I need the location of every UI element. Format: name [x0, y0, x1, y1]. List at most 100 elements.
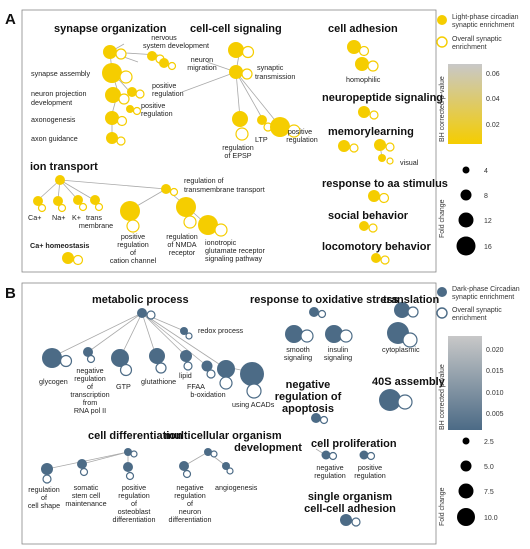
- panel-a-headers: synapse organization cell-cell signaling…: [30, 23, 448, 253]
- legend-a-size-swatch: [460, 189, 472, 201]
- node-learning: [374, 139, 386, 151]
- header-social-behavior: social behavior: [328, 210, 409, 222]
- legend-b-size-tick: 5.0: [484, 464, 494, 471]
- header-translation: translation: [383, 294, 440, 306]
- node-glycogen: [42, 348, 62, 368]
- legend-b-colorbar-tick: 0.010: [486, 390, 504, 397]
- node-insulin-signaling: [325, 325, 343, 343]
- node-40s-assembly: [379, 389, 401, 411]
- node-axonogenesis: [105, 111, 119, 125]
- node-metabolic-process: [137, 308, 147, 318]
- node-regulation-cell-shape: [41, 463, 53, 475]
- panel-a-letter: A: [5, 11, 16, 28]
- legend-b-colorbar-tick: 0.015: [486, 368, 504, 375]
- node-translation: [394, 302, 410, 318]
- node-smooth-signaling: [285, 325, 303, 343]
- legend-b-size-swatch: [462, 437, 470, 445]
- legend-b-colorbar-tick: 0.020: [486, 347, 504, 354]
- label-neuron-migration: neuron migration: [187, 55, 217, 72]
- node-k: [73, 195, 83, 205]
- label-cytoplasmic: cytoplasmic: [382, 345, 420, 354]
- node-redox-process: [180, 327, 188, 335]
- label-ca-homeostasis: Ca+ homeostasis: [30, 241, 89, 250]
- header-multicellular-development: multicellular organism development: [164, 430, 302, 454]
- panel-a-labels: nervous system development neuron migratio…: [28, 33, 419, 265]
- header-cell-adhesion: cell adhesion: [328, 23, 398, 35]
- node-oxidative-top: [309, 307, 319, 317]
- header-neuropeptide-signaling: neuropeptide signaling: [322, 92, 443, 104]
- label-regulation-transmembrane-transport: regulation of transmembrane transport: [184, 176, 265, 194]
- legend-b-colorbar-title: BH corrected p-value: [439, 364, 446, 430]
- legend-b-size-swatch: [460, 460, 472, 472]
- label-lipid: lipid: [179, 371, 192, 380]
- header-response-to-aa-stimulus: response to aa stimulus: [322, 178, 448, 190]
- legend-a-size-swatch: [462, 166, 470, 174]
- label-gtp: GTP: [116, 382, 131, 391]
- legend-a-colorbar-tick: 0.04: [486, 96, 500, 103]
- node-somatic-stem-cell: [77, 459, 87, 469]
- node-positive-regulation-cation-channel: [120, 201, 140, 221]
- legend-a-colorbar-title: BH corrected p-value: [439, 76, 446, 142]
- legend-a-size-swatch: [456, 236, 476, 256]
- node-trans-membrane: [90, 195, 100, 205]
- panel-b: B: [5, 282, 520, 545]
- label-using-acads: using ACADs: [232, 400, 275, 409]
- header-learning: learning: [371, 126, 414, 138]
- node-multicellular-development: [204, 448, 212, 456]
- node-ion-transport: [55, 175, 65, 185]
- panel-b-legend: Dark-phase Circadian synaptic enrichment …: [436, 286, 520, 526]
- legend-a-size-tick: 12: [484, 218, 492, 225]
- node-regulation-nmda-receptor: [176, 197, 196, 217]
- label-na: Na+: [52, 213, 65, 222]
- label-regulation-of-epsp: regulation of EPSP: [222, 143, 254, 160]
- legend-b-filled-swatch: [437, 287, 447, 297]
- node-angiogenesis: [222, 462, 230, 470]
- panel-b-frame: [21, 282, 437, 545]
- node-prolif-positive: [359, 450, 369, 460]
- node-visual: [378, 154, 386, 162]
- legend-b-size-tick: 10.0: [484, 515, 498, 522]
- node-ffaa: [201, 360, 213, 372]
- node-axon-guidance: [106, 132, 118, 144]
- panel-b-nodes: [41, 302, 419, 527]
- node-synaptic-transmission: [229, 65, 243, 79]
- label-nervous-system-development: nervous system development: [143, 33, 209, 50]
- legend-a-colorbar-tick: 0.06: [486, 71, 500, 78]
- label-ltp: LTP: [255, 135, 268, 144]
- header-synapse-organization: synapse organization: [54, 23, 167, 35]
- node-memory: [338, 140, 350, 152]
- legend-b-size-tick: 7.5: [484, 489, 494, 496]
- legend-a-filled-swatch: [437, 15, 447, 25]
- header-negative-regulation-apoptosis: negative regulation of apoptosis: [275, 379, 342, 415]
- node-na: [53, 196, 63, 206]
- panel-a: A: [5, 9, 519, 273]
- header-cell-differentiation: cell differentiation: [88, 430, 183, 442]
- header-ion-transport: ion transport: [30, 161, 98, 173]
- legend-a-open-swatch: [436, 36, 448, 48]
- node-neuropeptide-signaling: [358, 106, 370, 118]
- legend-b-open-label: Overall synaptic enrichment: [452, 307, 502, 322]
- panel-a-nodes: [33, 40, 395, 266]
- label-somatic-stem-cell: somatic stem cell maintenance: [65, 483, 106, 508]
- node-synapse-organization: [103, 45, 117, 59]
- label-regulation-cell-shape: regulation of cell shape: [28, 485, 60, 510]
- label-visual: visual: [400, 158, 419, 167]
- node-ltp: [257, 115, 267, 125]
- node-neuron-differentiation: [179, 461, 189, 471]
- legend-a-colorbar: [448, 64, 482, 144]
- legend-b-colorbar-tick: 0.005: [486, 411, 504, 418]
- label-neuron-projection-development: neuron projection development: [31, 89, 87, 107]
- label-prolif-negative: negative regulation: [314, 463, 346, 480]
- label-ltp-positive-regulation: positive regulation: [286, 127, 318, 144]
- node-b-oxidation: [217, 360, 235, 378]
- node-cell-cell-signaling: [228, 42, 244, 58]
- legend-a-size-tick: 4: [484, 168, 488, 175]
- node-regulation-of-epsp: [232, 111, 248, 127]
- node-osteoblast: [123, 462, 133, 472]
- legend-b-filled-label: Dark-phase Circadian synaptic enrichment: [452, 286, 520, 301]
- label-synaptic-transmission: synaptic transmission: [255, 63, 295, 81]
- header-cell-cell-signaling: cell-cell signaling: [190, 23, 282, 35]
- legend-b-open-swatch: [436, 307, 448, 319]
- label-homophilic: homophilic: [346, 75, 381, 84]
